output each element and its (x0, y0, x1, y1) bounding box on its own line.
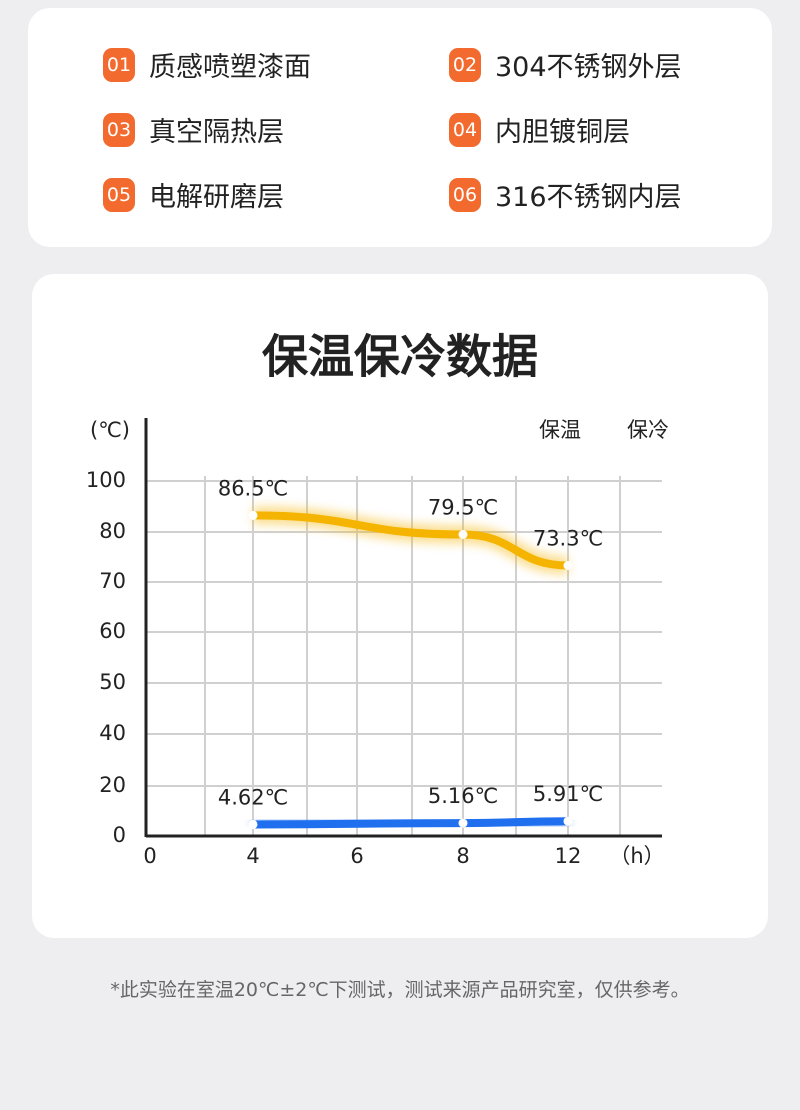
feature-item: 04 内胆镀铜层 (449, 110, 630, 149)
feature-item: 05 电解研磨层 (103, 175, 284, 214)
point (458, 530, 468, 539)
feature-item: 03 真空隔热层 (103, 110, 284, 149)
y-tick-label: 70 (99, 569, 126, 593)
y-tick-label: 50 (99, 670, 126, 694)
value-label: 73.3℃ (533, 527, 603, 551)
feature-item: 06 316不锈钢内层 (449, 175, 682, 214)
y-tick-label: 20 (99, 773, 126, 797)
value-label: 4.62℃ (218, 785, 288, 809)
feature-number: 04 (449, 112, 481, 147)
legend-label: 保冷 (627, 418, 669, 442)
value-label: 5.91℃ (533, 782, 603, 806)
feature-text: 电解研磨层 (149, 182, 284, 213)
footnote: *此实验在室温20℃±2℃下测试，测试来源产品研究室，仅供参考。 (110, 979, 690, 1001)
feature-text: 内胆镀铜层 (495, 117, 630, 148)
x-tick-label: 4 (246, 844, 259, 868)
point (248, 819, 258, 829)
feature-card (28, 8, 772, 247)
y-axis-label: (℃) (90, 418, 130, 442)
x-tick-label: 12 (555, 844, 582, 868)
y-tick-label: 60 (99, 619, 126, 643)
legend-label: 保温 (539, 418, 581, 442)
y-tick-label: 40 (99, 721, 126, 745)
point (248, 510, 258, 520)
y-tick-label: 0 (113, 823, 126, 847)
feature-item: 02 304不锈钢外层 (449, 45, 682, 84)
feature-text: 316不锈钢内层 (495, 182, 682, 213)
line (249, 511, 572, 570)
value-label: 86.5℃ (218, 476, 288, 500)
feature-number: 06 (449, 177, 481, 212)
feature-number: 02 (449, 47, 481, 82)
x-tick-label: 6 (350, 844, 363, 868)
feature-number: 01 (103, 47, 135, 82)
value-label: 5.16℃ (428, 784, 498, 808)
feature-text: 质感喷塑漆面 (149, 52, 311, 83)
feature-item: 01 质感喷塑漆面 (103, 45, 311, 84)
point (563, 816, 573, 826)
value-label: 79.5℃ (428, 496, 498, 520)
line-glow (252, 506, 569, 575)
x-tick-label: 0 (143, 844, 156, 868)
feature-text: 304不锈钢外层 (495, 52, 682, 83)
x-axis-label: （h） (609, 844, 664, 868)
chart-title: 保温保冷数据 (262, 330, 538, 384)
point (458, 818, 468, 828)
feature-text: 真空隔热层 (149, 117, 284, 148)
feature-number: 03 (103, 112, 135, 147)
x-tick-label: 8 (456, 844, 469, 868)
y-tick-label: 80 (99, 519, 126, 543)
feature-number: 05 (103, 177, 135, 212)
y-tick-label: 100 (86, 468, 126, 492)
point (563, 561, 573, 570)
line (249, 817, 572, 829)
